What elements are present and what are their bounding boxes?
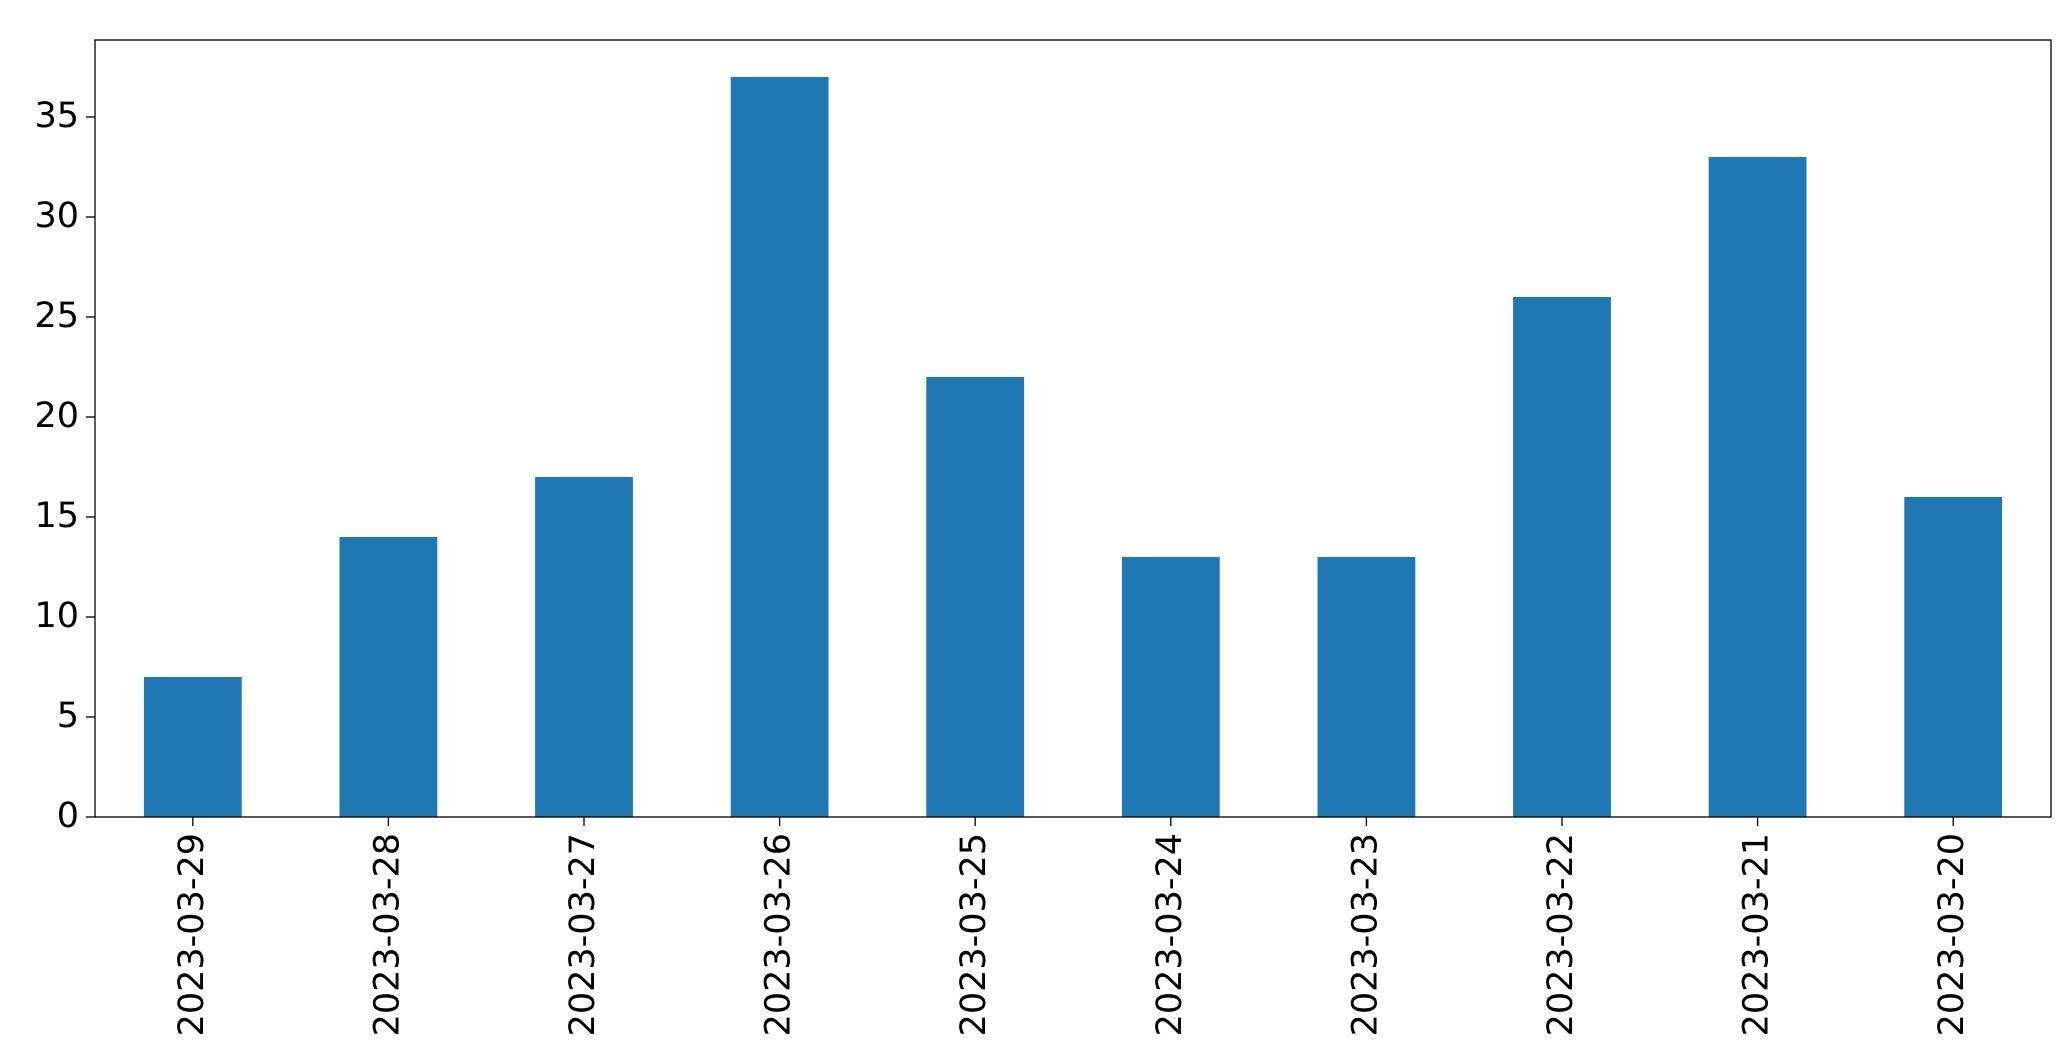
bar: [1904, 497, 2003, 817]
y-tick-label: 15: [34, 496, 79, 536]
y-tick-label: 0: [57, 796, 79, 836]
y-tick-label: 30: [34, 196, 79, 236]
y-tick-label: 35: [34, 96, 79, 136]
bar: [1317, 557, 1416, 817]
bar: [1513, 297, 1611, 817]
x-tick-label: 2023-03-28: [367, 833, 407, 1036]
bar: [535, 477, 633, 817]
bar: [143, 677, 242, 817]
bar: [339, 537, 438, 817]
x-tick-label: 2023-03-24: [1150, 833, 1190, 1036]
bar: [1708, 157, 1807, 817]
x-tick-label: 2023-03-21: [1737, 833, 1777, 1036]
y-tick-label: 20: [34, 396, 79, 436]
x-tick-label: 2023-03-27: [563, 833, 603, 1036]
x-tick-label: 2023-03-22: [1541, 833, 1581, 1036]
axes-frame: [94, 39, 2052, 818]
x-tick-label: 2023-03-25: [954, 833, 994, 1036]
y-tick-label: 5: [57, 696, 79, 736]
y-tick-label: 10: [34, 596, 79, 636]
y-tick-label: 25: [34, 296, 79, 336]
x-tick-label: 2023-03-23: [1345, 833, 1385, 1036]
bar: [1121, 557, 1220, 817]
x-tick-label: 2023-03-26: [759, 833, 799, 1036]
x-tick-label: 2023-03-29: [172, 833, 212, 1036]
bar: [730, 77, 829, 817]
bar: [926, 377, 1025, 817]
x-tick-label: 2023-03-20: [1932, 833, 1972, 1036]
